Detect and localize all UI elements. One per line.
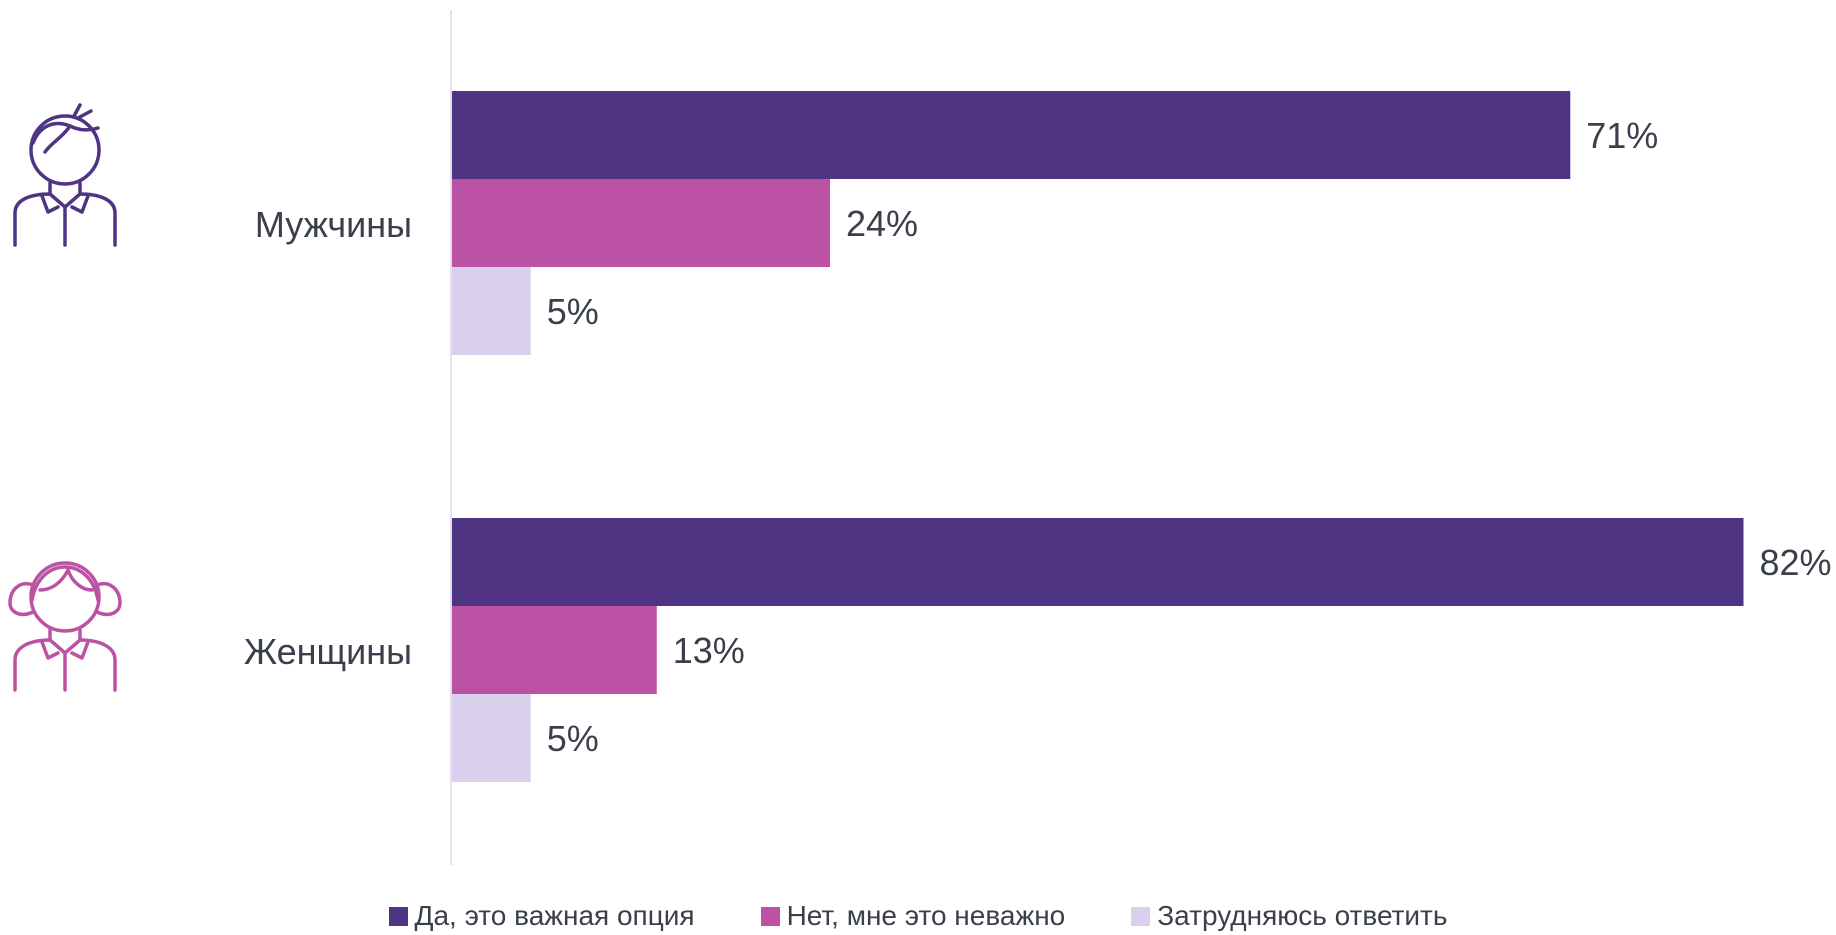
legend-item-unsure: Затрудняюсь ответить (1131, 900, 1447, 932)
value-label-women-yes: 82% (1760, 542, 1832, 583)
legend-label-no: Нет, мне это неважно (786, 900, 1066, 931)
bar-women-no (452, 606, 657, 694)
legend-swatch-yes (388, 906, 408, 926)
bar-women-unsure (452, 694, 531, 782)
value-label-men-yes: 71% (1586, 115, 1658, 156)
value-label-men-unsure: 5% (547, 291, 599, 332)
legend-label-yes: Да, это важная опция (414, 900, 695, 931)
bar-men-unsure (452, 267, 531, 355)
value-label-women-unsure: 5% (547, 718, 599, 759)
legend: Да, это важная опция Нет, мне это неважн… (0, 900, 1836, 932)
legend-item-yes: Да, это важная опция (388, 900, 695, 932)
bars: 71% 24% 5% 82% 13% 5% (452, 91, 1832, 782)
man-icon (13, 103, 117, 247)
legend-label-unsure: Затрудняюсь ответить (1157, 900, 1448, 931)
bar-women-yes (452, 518, 1744, 606)
legend-swatch-unsure (1131, 906, 1151, 926)
category-label-men: Мужчины (255, 204, 412, 245)
value-label-men-no: 24% (846, 203, 918, 244)
bar-men-yes (452, 91, 1571, 179)
value-label-women-no: 13% (673, 630, 745, 671)
bar-men-no (452, 179, 830, 267)
woman-icon (8, 561, 122, 692)
category-label-women: Женщины (244, 631, 412, 672)
legend-swatch-no (760, 906, 780, 926)
legend-item-no: Нет, мне это неважно (760, 900, 1066, 932)
chart: Мужчины Женщины 71% 24% 5% 82% 13% 5% (8, 10, 1832, 865)
